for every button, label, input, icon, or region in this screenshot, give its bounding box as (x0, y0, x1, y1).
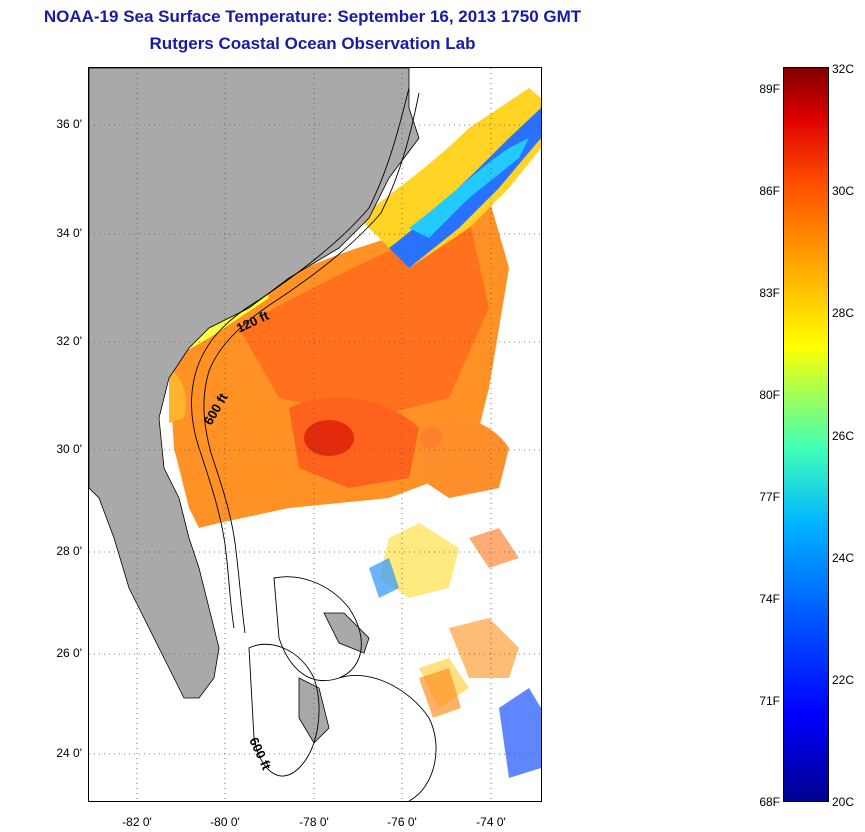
sst-field (169, 88, 541, 778)
colorbar-c-22: 22C (832, 673, 855, 687)
colorbar-f-80: 80F (759, 388, 780, 402)
colorbar-f-89: 89F (759, 82, 780, 96)
map-subtitle: Rutgers Coastal Ocean Observation Lab (149, 34, 476, 53)
lon-label-82: -82 0' (122, 815, 152, 829)
colorbar-c-20: 20C (832, 795, 855, 809)
sst-map-canvas: 120 ft 600 ft 600 ft (89, 68, 541, 801)
colorbar-f-83: 83F (759, 286, 780, 300)
lat-label-32: 32 0' (56, 334, 82, 348)
colorbar-f-74: 74F (759, 592, 780, 606)
lon-label-78: -78 0' (299, 815, 329, 829)
lat-label-36: 36 0' (56, 117, 82, 131)
lat-label-30: 30 0' (56, 442, 82, 456)
colorbar-f-71: 71F (759, 694, 780, 708)
colorbar-f-86: 86F (759, 184, 780, 198)
colorbar-c-26: 26C (832, 429, 855, 443)
temperature-colorbar (783, 67, 829, 802)
colorbar-c-24: 24C (832, 551, 855, 565)
colorbar-f-68: 68F (759, 795, 780, 809)
colorbar-c-30: 30C (832, 184, 855, 198)
lat-label-34: 34 0' (56, 226, 82, 240)
lon-label-76: -76 0' (387, 815, 417, 829)
lat-label-28: 28 0' (56, 544, 82, 558)
lon-label-74: -74 0' (476, 815, 506, 829)
sst-map[interactable]: 120 ft 600 ft 600 ft (88, 67, 542, 802)
island (323, 612, 370, 654)
lat-label-26: 26 0' (56, 646, 82, 660)
colorbar-c-28: 28C (832, 306, 855, 320)
colorbar-c-32: 32C (832, 62, 855, 76)
island (298, 677, 330, 744)
lat-label-24: 24 0' (56, 746, 82, 760)
land-mass (89, 68, 420, 699)
map-title: NOAA-19 Sea Surface Temperature: Septemb… (43, 7, 582, 26)
lon-label-80: -80 0' (210, 815, 240, 829)
contour-label-600ft-south: 600 ft (246, 735, 274, 773)
colorbar-f-77: 77F (759, 490, 780, 504)
